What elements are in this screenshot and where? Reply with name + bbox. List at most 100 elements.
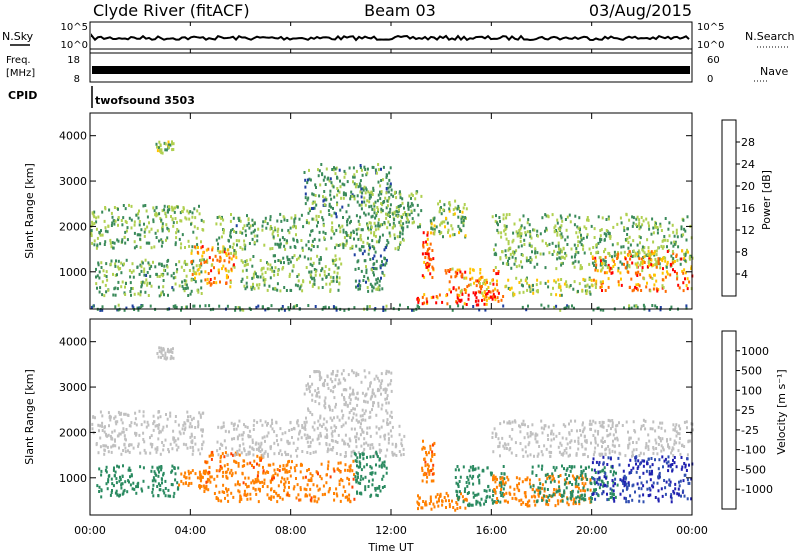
heatmap-cell <box>217 497 219 501</box>
heatmap-cell <box>187 211 190 215</box>
heatmap-cell <box>310 479 313 483</box>
heatmap-cell <box>357 397 360 401</box>
heatmap-cell <box>354 267 357 271</box>
heatmap-cell <box>353 197 356 201</box>
heatmap-cell <box>620 283 623 287</box>
heatmap-cell <box>449 203 452 207</box>
heatmap-cell <box>560 443 563 447</box>
heatmap-cell <box>485 278 488 282</box>
heatmap-cell <box>674 426 677 429</box>
heatmap-cell <box>269 218 272 222</box>
heatmap-cell <box>122 216 125 220</box>
heatmap-cell <box>239 219 242 223</box>
heatmap-cell <box>335 308 338 312</box>
heatmap-cell <box>556 489 559 493</box>
heatmap-cell <box>391 415 393 419</box>
heatmap-cell <box>187 483 190 487</box>
heatmap-cell <box>659 421 662 425</box>
heatmap-cell <box>267 454 269 458</box>
heatmap-cell <box>315 186 317 189</box>
heatmap-cell <box>636 243 639 247</box>
heatmap-cell <box>107 480 110 484</box>
heatmap-cell <box>101 305 104 309</box>
heatmap-cell <box>227 488 230 492</box>
heatmap-cell <box>296 258 298 262</box>
heatmap-cell <box>299 470 302 474</box>
heatmap-cell <box>348 482 351 486</box>
heatmap-cell <box>543 487 546 491</box>
heatmap-cell <box>161 209 164 213</box>
heatmap-cell <box>461 215 464 219</box>
heatmap-cell <box>323 175 326 179</box>
heatmap-cell <box>358 223 361 226</box>
heatmap-cell <box>550 292 553 296</box>
heatmap-cell <box>381 223 384 227</box>
heatmap-cell <box>274 228 277 232</box>
heatmap-cell <box>350 418 353 422</box>
heatmap-cell <box>194 442 197 446</box>
heatmap-cell <box>271 427 274 431</box>
heatmap-cell <box>433 505 436 509</box>
heatmap-cell <box>108 414 111 418</box>
heatmap-cell <box>259 450 262 453</box>
heatmap-cell <box>652 420 655 424</box>
heatmap-cell <box>255 480 258 484</box>
heatmap-cell <box>559 233 562 237</box>
heatmap-cell <box>377 287 380 291</box>
heatmap-cell <box>229 231 232 235</box>
heatmap-cell <box>174 420 177 424</box>
heatmap-cell <box>310 477 313 481</box>
heatmap-cell <box>356 472 359 476</box>
heatmap-cell <box>314 450 317 454</box>
heatmap-cell <box>611 421 614 425</box>
heatmap-cell <box>505 491 508 495</box>
heatmap-cell <box>165 148 168 152</box>
heatmap-cell <box>335 426 338 429</box>
heatmap-cell <box>536 234 539 238</box>
heatmap-cell <box>594 421 597 425</box>
heatmap-cell <box>307 478 310 482</box>
heatmap-cell <box>290 428 293 431</box>
heatmap-cell <box>509 492 512 496</box>
heatmap-cell <box>536 433 539 437</box>
heatmap-cell <box>202 251 205 255</box>
heatmap-cell <box>342 243 345 247</box>
heatmap-cell <box>164 438 167 442</box>
heatmap-cell <box>578 502 581 506</box>
heatmap-cell <box>138 209 140 213</box>
heatmap-cell <box>257 442 260 446</box>
heatmap-cell <box>336 271 339 275</box>
heatmap-cell <box>465 481 468 484</box>
heatmap-cell <box>100 469 103 473</box>
heatmap-cell <box>359 284 362 288</box>
heatmap-cell <box>279 427 282 431</box>
heatmap-cell <box>378 379 381 383</box>
heatmap-cell <box>386 411 389 415</box>
heatmap-cell <box>371 471 374 475</box>
heatmap-cell <box>579 494 582 498</box>
heatmap-cell <box>657 435 660 439</box>
heatmap-cell <box>685 238 688 242</box>
heatmap-cell <box>190 434 193 438</box>
heatmap-cell <box>103 430 106 434</box>
heatmap-cell <box>371 478 374 482</box>
heatmap-cell <box>115 489 118 493</box>
heatmap-cell <box>309 273 312 277</box>
heatmap-cell <box>267 471 270 474</box>
heatmap-cell <box>327 176 330 180</box>
heatmap-cell <box>219 250 222 254</box>
heatmap-cell <box>200 262 203 266</box>
heatmap-cell <box>292 237 295 241</box>
heatmap-cell <box>423 457 426 461</box>
heatmap-cell <box>502 295 505 298</box>
heatmap-cell <box>513 252 516 256</box>
heatmap-cell <box>190 222 192 226</box>
heatmap-cell <box>346 495 348 499</box>
heatmap-cell <box>332 185 335 189</box>
heatmap-cell <box>582 428 585 432</box>
heatmap-cell <box>329 288 332 292</box>
heatmap-cell <box>374 200 377 204</box>
heatmap-cell <box>276 439 278 443</box>
heatmap-cell <box>672 244 675 248</box>
heatmap-cell <box>211 450 214 454</box>
